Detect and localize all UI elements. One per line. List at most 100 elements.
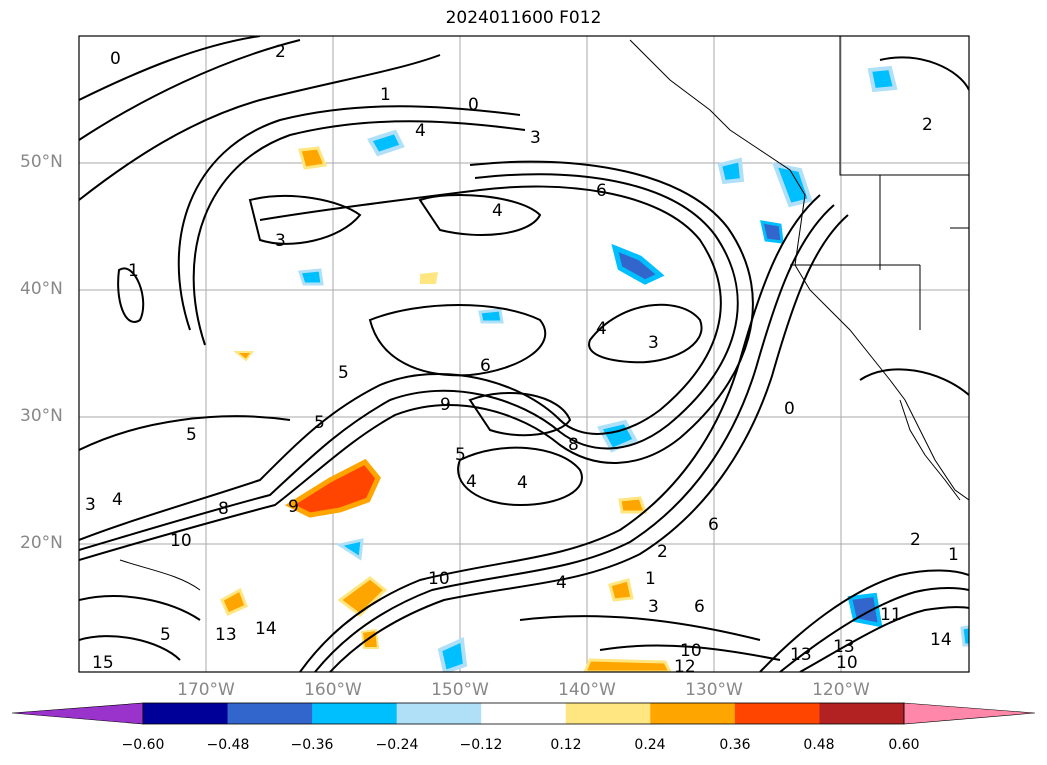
contour-label: 3 <box>530 128 541 148</box>
colorbar-tick-label: −0.36 <box>290 737 334 753</box>
contour-label: 2 <box>657 542 668 562</box>
lon-label: 120°W <box>812 680 870 700</box>
negative-anomaly-blob <box>717 157 745 185</box>
contour-label: 10 <box>836 653 858 673</box>
colorbar <box>11 702 1036 725</box>
contour-label: 8 <box>218 499 229 519</box>
positive-anomaly-blob <box>608 578 634 602</box>
contour-label: 0 <box>468 95 479 115</box>
contour-label: 0 <box>110 49 121 69</box>
positive-anomaly-blob <box>220 587 248 616</box>
coastlines <box>629 36 969 501</box>
contour-label: 4 <box>466 472 477 492</box>
positive-anomaly-blob <box>233 351 254 362</box>
contour-label: 5 <box>338 363 349 383</box>
colorbar-extend-right <box>903 702 1036 725</box>
colorbar-extend-left <box>11 702 144 725</box>
map-title: 2024011600 F012 <box>445 8 602 28</box>
contour-label: 3 <box>85 495 96 515</box>
positive-anomaly-blob <box>284 458 381 518</box>
map-background <box>79 36 969 672</box>
contour-label: 13 <box>790 645 812 665</box>
contour-label: 6 <box>480 356 491 376</box>
colorbar-segment <box>734 703 820 724</box>
contour-label: 1 <box>645 569 656 589</box>
contour-label: 1 <box>128 261 139 281</box>
colorbar-tick-label: 0.48 <box>803 737 835 753</box>
contour-label: 13 <box>215 625 237 645</box>
contour-label: 6 <box>708 515 719 535</box>
negative-anomaly-blob <box>478 308 504 324</box>
colorbar-tick-label: 0.36 <box>719 737 751 753</box>
negative-anomaly-blob <box>297 268 324 286</box>
map-panel: 0 2 1 0 3 4 6 4 3 1 4 3 6 5 5 5 9 8 5 4 … <box>78 35 970 677</box>
negative-anomaly-blob <box>771 162 813 208</box>
positive-anomaly-blob <box>337 576 388 617</box>
map-frame <box>78 35 970 673</box>
negative-anomaly-blob <box>760 220 784 244</box>
contour-label: 5 <box>186 425 197 445</box>
contour-label: 1 <box>948 545 959 565</box>
contour-label: 6 <box>596 181 607 201</box>
lat-label: 20°N <box>20 533 63 553</box>
negative-anomaly-blob <box>336 538 364 561</box>
colorbar-segment <box>565 703 651 724</box>
positive-anomaly-blob <box>420 272 438 284</box>
contour-label: 12 <box>674 657 696 677</box>
contour-label: 8 <box>568 435 579 455</box>
colorbar-tick-label: 0.60 <box>888 737 920 753</box>
contour-label: 11 <box>880 605 902 625</box>
contour-label: 5 <box>160 625 171 645</box>
contour-labels: 0 2 1 0 3 4 6 4 3 1 4 3 6 5 5 5 9 8 5 4 … <box>85 42 959 677</box>
lon-label: 160°W <box>304 680 362 700</box>
contour-label: 14 <box>255 619 277 639</box>
negative-anomaly-blob <box>867 65 898 93</box>
contour-label: 4 <box>556 573 567 593</box>
contour-label: 4 <box>492 201 503 221</box>
contour-label: 5 <box>455 445 466 465</box>
contour-label: 2 <box>922 115 933 135</box>
negative-anomaly-blob <box>437 637 468 672</box>
contour-label: 10 <box>170 531 192 551</box>
contour-label: 4 <box>112 490 123 510</box>
lat-label: 30°N <box>20 406 63 426</box>
contour-label: 3 <box>648 333 659 353</box>
colorbar-tick-label: −0.12 <box>459 737 503 753</box>
positive-anomaly-blob <box>618 496 648 514</box>
positive-anomaly-blob <box>298 146 328 170</box>
positive-anomaly-blob <box>583 658 672 672</box>
colorbar-segment <box>396 703 482 724</box>
contour-label: 1 <box>380 85 391 105</box>
contour-label: 15 <box>92 653 114 673</box>
colorbar-tick-label: 0.24 <box>634 737 666 753</box>
colorbar-segment <box>312 703 398 724</box>
colorbar-tick-label: −0.60 <box>121 737 165 753</box>
colorbar-segments <box>143 703 905 724</box>
colorbar-segment <box>819 703 905 724</box>
shaded-field <box>220 65 969 672</box>
lon-label: 140°W <box>558 680 616 700</box>
contour-label: 4 <box>415 121 426 141</box>
negative-anomaly-blob <box>960 625 969 647</box>
contour-label: 2 <box>275 42 286 62</box>
contour-label: 10 <box>428 569 450 589</box>
lon-label: 170°W <box>177 680 235 700</box>
colorbar-tick-label: −0.24 <box>375 737 419 753</box>
negative-anomaly-blob <box>367 129 405 157</box>
contours <box>79 36 969 672</box>
lon-label: 150°W <box>431 680 489 700</box>
contour-label: 4 <box>517 473 528 493</box>
negative-anomaly-blob <box>611 243 665 285</box>
colorbar-segment <box>481 703 567 724</box>
colorbar-tick-label: −0.48 <box>206 737 250 753</box>
gridlines <box>79 36 969 672</box>
contour-label: 6 <box>694 597 705 617</box>
lat-label: 50°N <box>20 152 63 172</box>
contour-label: 4 <box>596 319 607 339</box>
lat-label: 40°N <box>20 279 63 299</box>
contour-label: 3 <box>275 231 286 251</box>
colorbar-segment <box>227 703 313 724</box>
contour-label: 5 <box>314 413 325 433</box>
colorbar-frame <box>142 702 905 725</box>
contour-label: 13 <box>833 637 855 657</box>
